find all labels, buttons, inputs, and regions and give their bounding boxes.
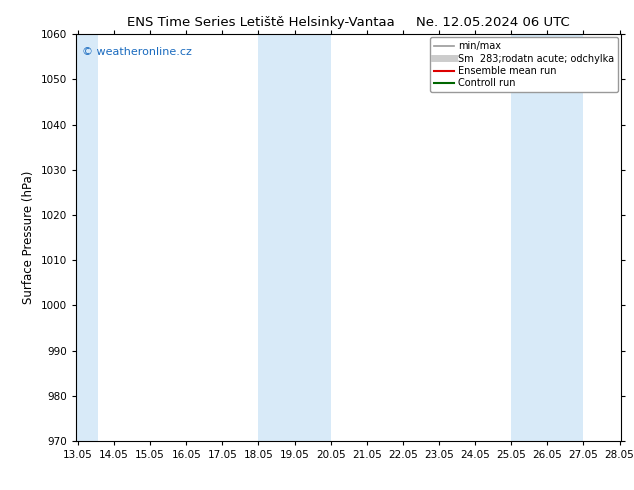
Legend: min/max, Sm  283;rodatn acute; odchylka, Ensemble mean run, Controll run: min/max, Sm 283;rodatn acute; odchylka, …	[430, 37, 618, 92]
Bar	[76, 34, 98, 441]
Bar	[511, 34, 583, 441]
Title: ENS Time Series Letiště Helsinky-Vantaa     Ne. 12.05.2024 06 UTC: ENS Time Series Letiště Helsinky-Vantaa …	[127, 16, 570, 29]
Y-axis label: Surface Pressure (hPa): Surface Pressure (hPa)	[22, 171, 36, 304]
Bar	[259, 34, 331, 441]
Text: © weatheronline.cz: © weatheronline.cz	[82, 47, 191, 56]
